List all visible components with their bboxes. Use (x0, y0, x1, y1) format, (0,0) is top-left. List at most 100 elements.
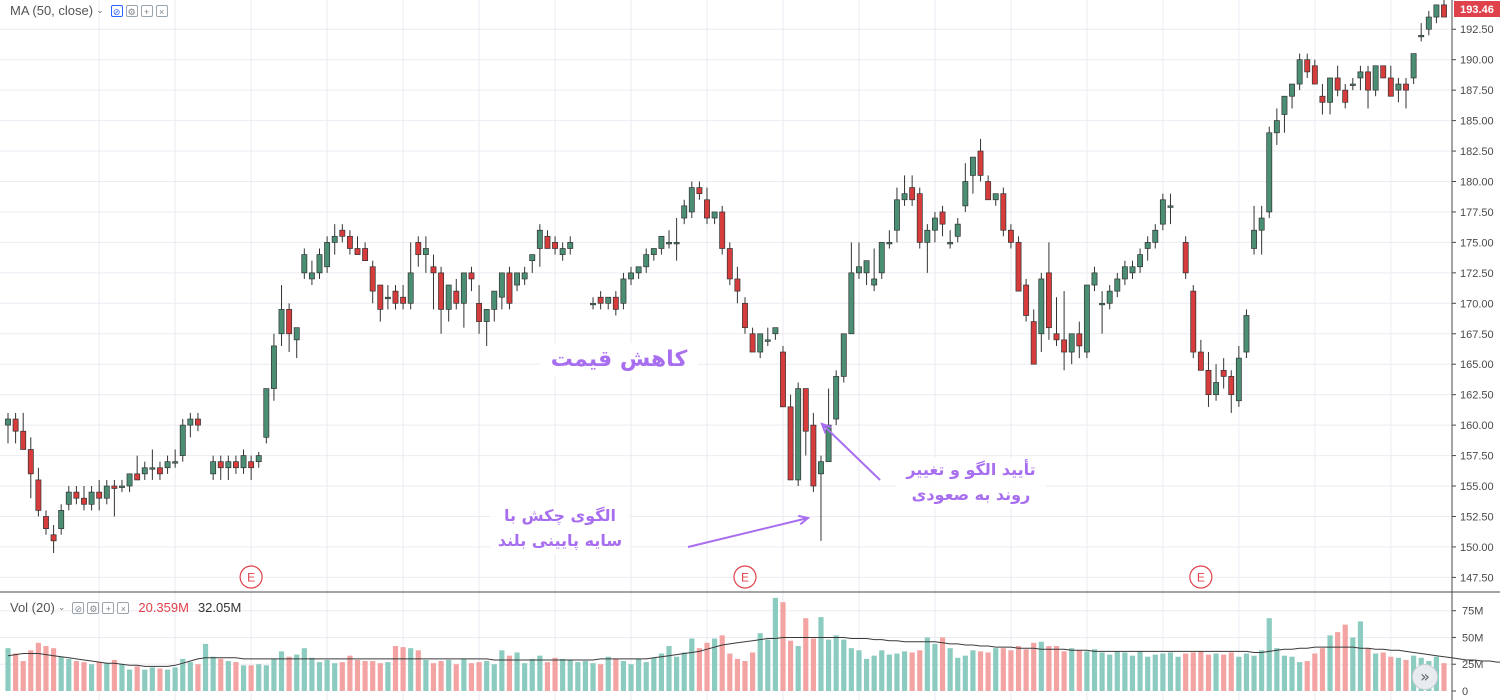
candle-body (377, 284, 384, 310)
visibility-icon[interactable]: ⊘ (110, 4, 123, 17)
chevron-down-icon[interactable]: ⌄ (96, 5, 104, 15)
candle-body (1380, 65, 1387, 79)
ma-indicator-legend[interactable]: MA (50, close) ⌄ ⊘ ⚙ + × (10, 3, 168, 18)
close-icon[interactable]: × (155, 4, 168, 17)
candle-body (422, 248, 429, 255)
volume-bar (970, 650, 976, 691)
candle-body (20, 430, 27, 450)
volume-bar (362, 661, 368, 691)
add-icon[interactable]: + (140, 4, 153, 17)
candle-body (1273, 120, 1280, 134)
volume-bar (985, 652, 991, 691)
volume-bar (43, 646, 49, 691)
volume-bar (1259, 650, 1265, 691)
volume-ma-value: 32.05M (197, 600, 242, 615)
volume-bar (324, 659, 330, 691)
volume-bar (377, 663, 383, 691)
chevron-down-icon[interactable]: ⌄ (57, 602, 66, 612)
volume-bar (202, 643, 209, 691)
visibility-icon[interactable]: ⊘ (72, 601, 85, 614)
volume-bar (932, 643, 938, 691)
volume-bar (210, 656, 216, 691)
candle-body (81, 497, 87, 505)
volume-bar (1053, 646, 1060, 691)
candle-body (1433, 4, 1440, 18)
volume-bar (1221, 654, 1227, 691)
candle-body (1053, 333, 1060, 341)
candle-body (635, 266, 642, 274)
price-axis: 147.50 150.00 152.50 155.00 157.50 160.00 162.… (1452, 24, 1494, 584)
volume-indicator-legend[interactable]: Vol (20) ⌄ ⊘ ⚙ + × 20.359M 32.05M (10, 600, 241, 615)
volume-bars (5, 597, 1447, 691)
volume-bar (833, 635, 839, 691)
candle-body (27, 449, 34, 475)
last-price-tag: 193.46 (1454, 1, 1500, 17)
volume-bar (575, 662, 581, 691)
candle-body (438, 272, 445, 310)
candle-body (1228, 376, 1235, 396)
volume-bar (225, 661, 231, 691)
volume-bar (88, 664, 95, 691)
volume-bar (1076, 650, 1082, 691)
volume-bar (514, 652, 520, 691)
candle-body (719, 211, 726, 249)
candle-body (536, 229, 543, 249)
candle-body (1137, 254, 1144, 268)
candle-body (126, 473, 133, 487)
volume-bar (993, 648, 999, 691)
volume-bar (35, 642, 41, 691)
candle-body (111, 485, 118, 489)
candle-body (1365, 71, 1371, 91)
double-chevron-right-icon[interactable]: » (1412, 664, 1438, 690)
volume-bar (149, 667, 155, 691)
volume-bar (1403, 659, 1409, 691)
candle-body (1296, 59, 1303, 85)
candle-body (354, 248, 361, 255)
price-axis-label: 162.50 (1460, 390, 1494, 402)
candle-body (217, 461, 224, 469)
volume-bar (1266, 618, 1272, 691)
volume-bar (1160, 653, 1166, 691)
price-axis-label: 182.50 (1460, 146, 1494, 158)
volume-bar (1061, 651, 1067, 691)
candle-body (498, 272, 505, 298)
confirm-arrow (821, 423, 881, 481)
settings-icon[interactable]: ⚙ (87, 601, 100, 614)
candle-body (886, 242, 893, 245)
volume-bar (681, 652, 687, 691)
candle-body (1311, 65, 1318, 85)
close-icon[interactable]: × (117, 601, 130, 614)
settings-icon[interactable]: ⚙ (125, 4, 138, 17)
candle-body (871, 278, 878, 286)
price-axis-label: 167.50 (1460, 329, 1494, 341)
volume-bar (1069, 648, 1075, 691)
volume-bar (742, 661, 748, 691)
volume-bar (104, 663, 110, 691)
volume-bar (157, 668, 163, 691)
candle-body (1395, 83, 1402, 91)
candle-body (909, 187, 916, 201)
candle-body (1167, 205, 1174, 208)
candle-body (483, 309, 490, 322)
candle-body (954, 223, 961, 237)
candle-body (1327, 77, 1333, 103)
candle-body (681, 205, 688, 219)
candle-body (878, 242, 885, 274)
candle-body (772, 327, 779, 335)
price-axis-label: 150.00 (1460, 542, 1494, 554)
price-axis-label: 185.00 (1460, 116, 1494, 128)
candle-body (1403, 83, 1409, 91)
price-axis-label: 187.50 (1460, 85, 1494, 97)
volume-bar (1319, 648, 1326, 691)
add-icon[interactable]: + (102, 601, 115, 614)
volume-bar (818, 617, 824, 691)
candle-body (658, 235, 665, 249)
annotation-price-drop-text: کاهش قیمت (550, 347, 688, 372)
candle-body (164, 461, 171, 469)
candle-body (1099, 302, 1106, 306)
annotation-hammer-line2: سایه پایینی بلند (497, 530, 623, 550)
volume-bar (924, 637, 930, 691)
volume-bar (848, 648, 854, 691)
candle-body (597, 296, 604, 304)
